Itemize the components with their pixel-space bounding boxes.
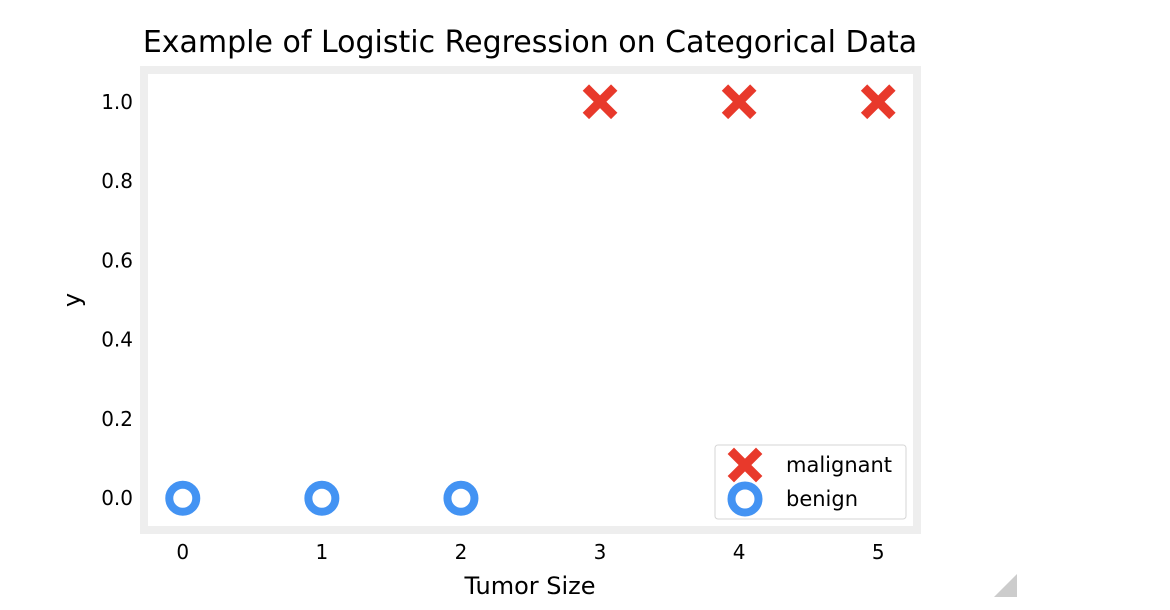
y-axis-label: y bbox=[58, 293, 86, 307]
y-tick-label: 0.6 bbox=[101, 248, 133, 272]
legend-malignant-label: malignant bbox=[786, 453, 892, 477]
malignant-point bbox=[582, 84, 618, 120]
y-tick-label: 0.4 bbox=[101, 328, 133, 352]
y-tick-label: 0.0 bbox=[101, 486, 133, 510]
legend-malignant-marker bbox=[727, 447, 763, 483]
malignant-point-stroke bbox=[721, 84, 757, 120]
y-tick-label: 1.0 bbox=[101, 90, 133, 114]
x-tick-label: 3 bbox=[594, 540, 607, 564]
malignant-point-stroke bbox=[582, 84, 618, 120]
legend-box bbox=[714, 444, 907, 520]
data-points bbox=[165, 84, 896, 516]
legend: malignant benign bbox=[714, 444, 907, 520]
malignant-point bbox=[860, 84, 896, 120]
benign-point bbox=[165, 480, 201, 516]
y-axis-ticks: 0.0 0.2 0.4 0.6 0.8 1.0 bbox=[101, 90, 133, 510]
benign-point bbox=[443, 480, 479, 516]
chart-title: Example of Logistic Regression on Catego… bbox=[143, 25, 917, 60]
malignant-point-stroke bbox=[860, 84, 896, 120]
y-tick-label: 0.8 bbox=[101, 169, 133, 193]
legend-benign-marker bbox=[727, 481, 763, 517]
x-axis-ticks: 0 1 2 3 4 5 bbox=[176, 540, 884, 564]
x-axis-label: Tumor Size bbox=[463, 572, 595, 600]
x-tick-label: 0 bbox=[176, 540, 189, 564]
benign-point bbox=[304, 480, 340, 516]
x-tick-label: 5 bbox=[872, 540, 885, 564]
legend-benign-label: benign bbox=[786, 487, 858, 511]
resize-handle-icon[interactable] bbox=[994, 574, 1017, 597]
y-tick-label: 0.2 bbox=[101, 407, 133, 431]
legend-benign-symbol bbox=[727, 481, 763, 517]
legend-malignant-symbol bbox=[727, 447, 763, 483]
x-tick-label: 4 bbox=[733, 540, 746, 564]
malignant-point bbox=[721, 84, 757, 120]
x-tick-label: 1 bbox=[315, 540, 328, 564]
x-tick-label: 2 bbox=[455, 540, 468, 564]
legend-malignant-symbol-stroke bbox=[727, 447, 763, 483]
